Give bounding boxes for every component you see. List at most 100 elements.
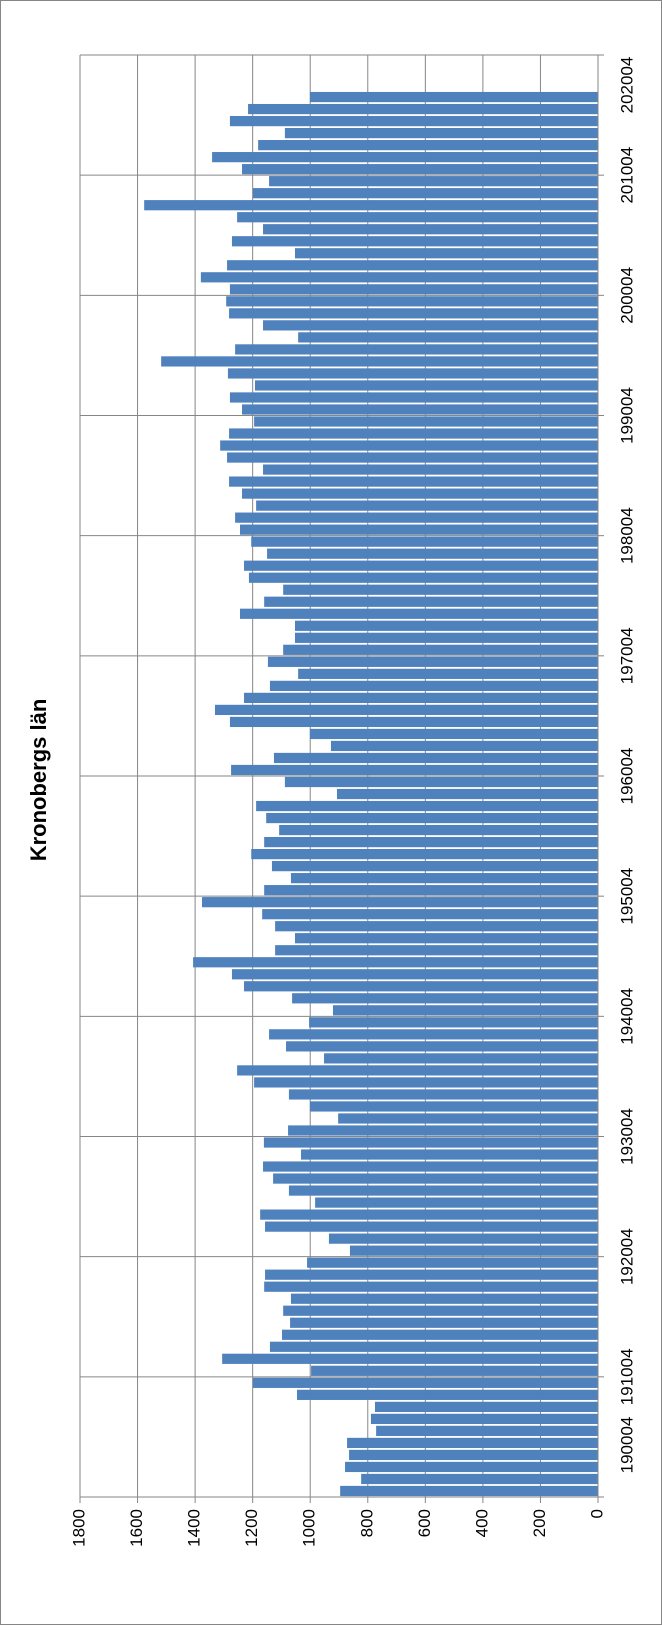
- y-tick-label: 1000: [300, 1509, 319, 1547]
- bar: [283, 584, 598, 595]
- bar: [349, 1449, 598, 1461]
- bar: [269, 680, 598, 691]
- bar: [271, 861, 598, 872]
- bar: [256, 500, 598, 511]
- bar: [258, 140, 598, 151]
- bar: [347, 1437, 598, 1449]
- bar: [298, 332, 598, 343]
- bar: [279, 824, 598, 836]
- bar: [214, 704, 598, 716]
- bar: [242, 164, 598, 175]
- bar: [256, 800, 598, 812]
- bar: [290, 1293, 598, 1304]
- bar: [229, 284, 598, 295]
- bar: [263, 320, 598, 331]
- bar: [282, 1329, 598, 1340]
- y-tick-label: 200: [530, 1509, 549, 1537]
- x-tick-label: 195004: [617, 868, 636, 925]
- bar: [240, 524, 598, 535]
- bar: [288, 1185, 598, 1196]
- bar: [242, 488, 598, 499]
- bar: [330, 740, 598, 752]
- x-tick-label: 193004: [617, 1108, 636, 1165]
- bar: [288, 1089, 598, 1100]
- bar: [361, 1473, 598, 1485]
- bar: [231, 969, 599, 980]
- x-tick-label: 199004: [617, 387, 636, 444]
- bar: [294, 620, 598, 631]
- bar: [309, 728, 598, 740]
- y-tick-label: 1600: [127, 1509, 146, 1547]
- bar: [144, 200, 598, 211]
- bar: [311, 1365, 598, 1376]
- bar: [269, 176, 598, 187]
- bar: [324, 1053, 598, 1064]
- x-tick-label: 202004: [617, 57, 636, 114]
- bar: [376, 1425, 598, 1437]
- bar: [244, 692, 599, 703]
- bar: [283, 1305, 598, 1316]
- bar: [340, 1485, 598, 1497]
- bar: [265, 1221, 598, 1232]
- bar: [294, 933, 598, 944]
- y-tick-label: 800: [357, 1509, 376, 1537]
- bar: [231, 236, 599, 247]
- bar: [264, 836, 598, 848]
- bar: [240, 608, 598, 619]
- x-tick-label: 197004: [617, 627, 636, 684]
- bar: [235, 344, 598, 355]
- bar: [227, 260, 598, 271]
- bar: [227, 452, 598, 463]
- bar: [242, 404, 598, 415]
- x-tick-label: 190004: [617, 1417, 636, 1474]
- bar: [275, 945, 598, 956]
- bar: [338, 1113, 598, 1124]
- bar: [254, 380, 599, 391]
- bar: [309, 1101, 598, 1112]
- bar: [283, 644, 598, 655]
- bar: [266, 812, 598, 824]
- bar: [193, 957, 598, 968]
- y-tick-label: 1200: [242, 1509, 261, 1547]
- bar: [251, 536, 598, 547]
- bar: [252, 188, 598, 199]
- bar: [202, 897, 599, 908]
- x-tick-label: 198004: [617, 507, 636, 564]
- bar: [273, 1173, 598, 1184]
- bar: [374, 1401, 598, 1412]
- bar: [237, 1065, 599, 1076]
- bar: [284, 128, 598, 139]
- bar: [263, 1161, 598, 1172]
- bar: [227, 368, 598, 379]
- bar: [284, 776, 598, 788]
- bar: [370, 1413, 598, 1424]
- bar: [212, 152, 598, 163]
- bar: [290, 1317, 598, 1328]
- y-tick-label: 400: [472, 1509, 491, 1537]
- x-tick-label: 201004: [617, 147, 636, 204]
- bar: [229, 476, 598, 487]
- bar: [244, 560, 599, 571]
- bar: [292, 993, 598, 1004]
- bar: [161, 356, 599, 367]
- bar: [229, 716, 598, 728]
- bar: [349, 1245, 598, 1256]
- bar: [315, 1197, 598, 1208]
- bar: [254, 416, 598, 427]
- y-tick-label: 0: [587, 1509, 606, 1518]
- bar: [229, 115, 598, 127]
- bar: [237, 212, 599, 223]
- bar: [267, 656, 598, 667]
- bar: [220, 440, 599, 451]
- bar: [235, 512, 598, 523]
- y-tick-label: 1400: [185, 1509, 204, 1547]
- x-tick-label: 194004: [617, 988, 636, 1045]
- bar: [200, 272, 598, 283]
- bar: [262, 909, 598, 920]
- bar: [345, 1461, 598, 1473]
- bar: [269, 1029, 598, 1040]
- bar: [290, 873, 598, 884]
- bar: [275, 921, 598, 932]
- bar: [269, 1341, 598, 1352]
